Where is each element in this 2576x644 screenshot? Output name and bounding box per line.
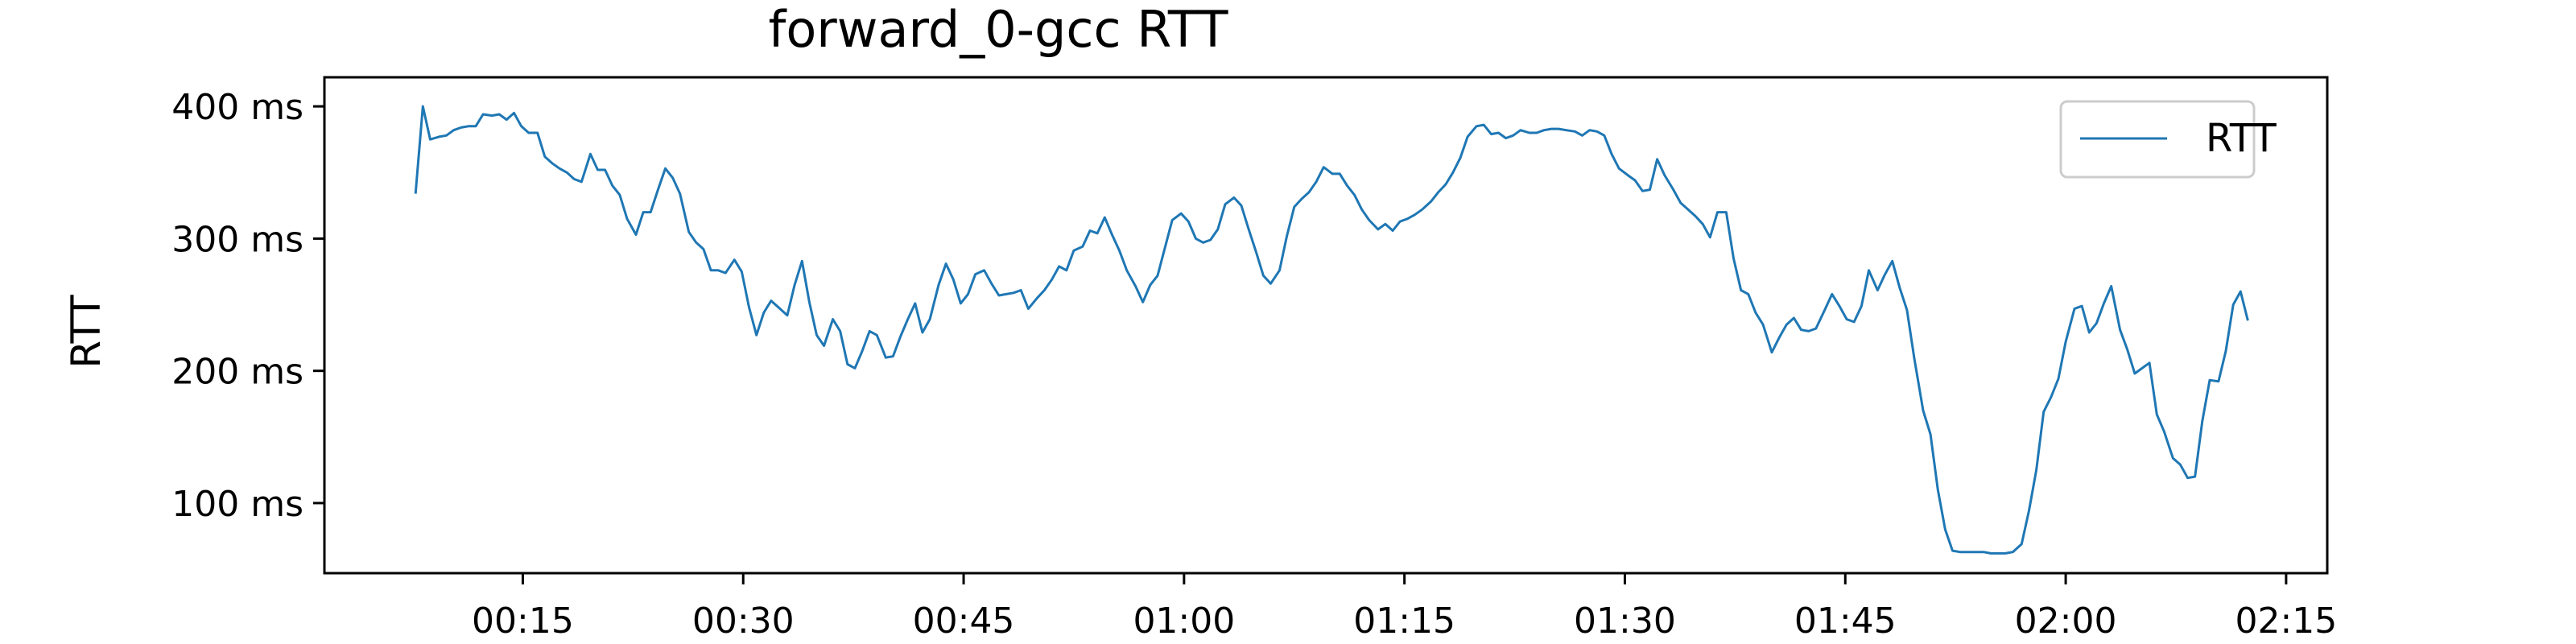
x-tick-label: 00:45 xyxy=(913,601,1015,642)
chart-title: forward_0-gcc RTT xyxy=(769,0,1229,59)
x-axis: 00:15 00:30 00:45 01:00 01:15 01:30 01:45 02:00… xyxy=(472,573,2337,642)
y-tick-label: 300 ms xyxy=(171,219,303,260)
x-tick-label: 02:00 xyxy=(2015,601,2117,642)
y-axis: 100 ms 200 ms 300 ms 400 ms xyxy=(171,87,324,525)
x-tick-label: 01:00 xyxy=(1133,601,1235,642)
y-tick-label: 100 ms xyxy=(171,484,303,525)
legend-entry-rtt: RTT xyxy=(2206,116,2277,161)
plot-frame xyxy=(323,76,2329,575)
y-axis-label: RTT xyxy=(63,295,109,369)
x-tick-label: 02:15 xyxy=(2235,601,2337,642)
rtt-series-line xyxy=(414,105,2249,555)
legend: RTT xyxy=(2059,100,2277,179)
x-tick-label: 01:45 xyxy=(1794,601,1897,642)
x-tick-label: 00:30 xyxy=(692,601,795,642)
y-tick-label: 400 ms xyxy=(171,87,303,128)
x-tick-label: 01:30 xyxy=(1574,601,1676,642)
x-tick-label: 01:15 xyxy=(1353,601,1455,642)
x-tick-label: 00:15 xyxy=(472,601,574,642)
y-tick-label: 200 ms xyxy=(171,352,303,393)
